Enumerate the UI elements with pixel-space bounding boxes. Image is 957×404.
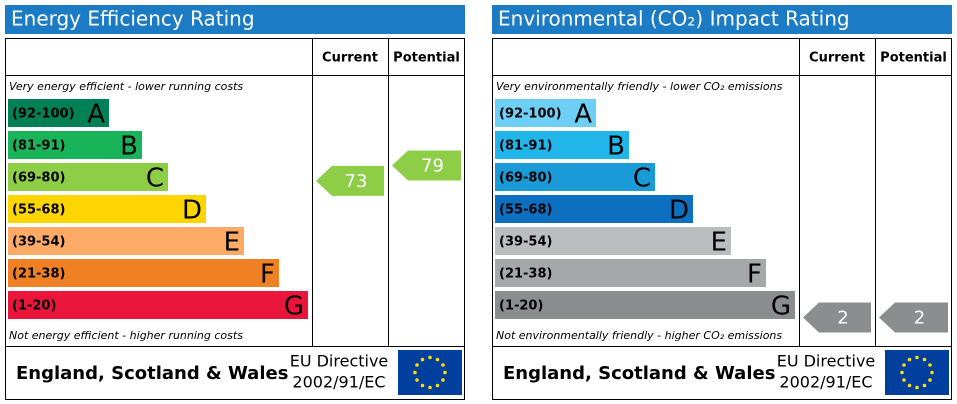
eu-star: [443, 370, 447, 375]
band-letter: D: [669, 196, 689, 226]
band-letter: B: [120, 132, 138, 162]
rating-band: [495, 291, 795, 319]
eu-star: [435, 383, 440, 388]
rating-arrow: [803, 302, 871, 333]
bottom-note: Not energy efficient - higher running co…: [9, 329, 243, 342]
panel-border: [5, 38, 465, 400]
eu-star: [900, 370, 904, 375]
band-range: (69-80): [12, 171, 65, 186]
band-letter: C: [146, 164, 164, 194]
column-header: Current: [322, 51, 378, 66]
rating-arrow: [392, 150, 461, 181]
bottom-note: Not environmentally friendly - higher CO…: [496, 329, 782, 342]
rating-value: 79: [421, 156, 444, 177]
band-range: (21-38): [12, 267, 65, 282]
rating-band: [495, 163, 655, 191]
eu-star: [915, 355, 919, 360]
column-header: Potential: [393, 51, 460, 66]
band-range: (92-100): [12, 107, 75, 122]
band-range: (81-91): [12, 139, 65, 154]
footer-code: 2002/91/EC: [292, 373, 385, 392]
footer-directive: EU Directive: [290, 352, 389, 371]
eu-star: [441, 378, 445, 382]
top-note: Very energy efficient - lower running co…: [9, 80, 243, 93]
band-letter: B: [607, 132, 625, 162]
band-range: (39-54): [499, 235, 552, 250]
band-letter: A: [87, 100, 105, 130]
eu-star: [907, 357, 912, 362]
footer-region: England, Scotland & Wales: [503, 363, 775, 384]
rating-value: 2: [914, 308, 925, 329]
eu-star: [420, 383, 425, 388]
eu-star: [928, 363, 932, 367]
band-range: (92-100): [499, 107, 562, 122]
footer-region: England, Scotland & Wales: [16, 363, 288, 384]
rating-panel: Energy Efficiency Rating Current Potential…: [5, 5, 465, 400]
band-letter: G: [284, 292, 304, 322]
eu-star: [922, 357, 927, 362]
band-letter: C: [633, 164, 651, 194]
rating-band: [495, 259, 766, 287]
eu-star: [902, 378, 906, 382]
band-range: (55-68): [499, 203, 552, 218]
rating-band: [8, 99, 109, 127]
panel-border: [492, 38, 952, 400]
eu-star: [930, 370, 934, 375]
band-letter: D: [182, 196, 202, 226]
band-letter: E: [711, 228, 727, 258]
band-range: (55-68): [12, 203, 65, 218]
eu-star: [428, 385, 432, 390]
rating-band: [495, 99, 596, 127]
rating-arrow: [879, 302, 948, 333]
band-range: (1-20): [12, 299, 56, 314]
rating-value: 2: [837, 308, 848, 329]
band-letter: G: [771, 292, 791, 322]
rating-band: [495, 227, 731, 255]
eu-star: [415, 378, 419, 382]
band-letter: A: [574, 100, 592, 130]
rating-band: [8, 163, 168, 191]
footer-code: 2002/91/EC: [779, 373, 872, 392]
band-range: (81-91): [499, 139, 552, 154]
rating-band: [8, 195, 206, 223]
band-range: (69-80): [499, 171, 552, 186]
band-letter: F: [260, 260, 275, 290]
rating-band: [8, 259, 279, 287]
eu-star: [902, 363, 906, 367]
rating-value: 73: [345, 171, 368, 192]
column-header: Potential: [880, 51, 947, 66]
band-range: (39-54): [12, 235, 65, 250]
panel-title: Environmental (CO₂) Impact Rating: [498, 7, 850, 31]
column-header: Current: [809, 51, 865, 66]
eu-star: [435, 357, 440, 362]
band-range: (1-20): [499, 299, 543, 314]
rating-panel: Environmental (CO₂) Impact Rating Current…: [492, 5, 952, 400]
band-letter: F: [747, 260, 762, 290]
rating-band: [8, 131, 142, 159]
eu-star: [928, 378, 932, 382]
rating-band: [8, 291, 308, 319]
title-bar: [492, 5, 952, 34]
eu-star: [907, 383, 912, 388]
eu-star: [420, 357, 425, 362]
eu-star: [441, 363, 445, 367]
eu-star: [415, 363, 419, 367]
band-range: (21-38): [499, 267, 552, 282]
top-note: Very environmentally friendly - lower CO…: [496, 80, 783, 93]
eu-star: [413, 370, 417, 375]
eu-star: [428, 355, 432, 360]
band-letter: E: [224, 228, 240, 258]
rating-band: [495, 131, 629, 159]
eu-star: [922, 383, 927, 388]
panel-title: Energy Efficiency Rating: [11, 7, 255, 31]
eu-star: [915, 385, 919, 390]
rating-arrow: [316, 165, 384, 196]
rating-band: [8, 227, 244, 255]
title-bar: [5, 5, 465, 34]
footer-directive: EU Directive: [777, 352, 876, 371]
rating-band: [495, 195, 693, 223]
